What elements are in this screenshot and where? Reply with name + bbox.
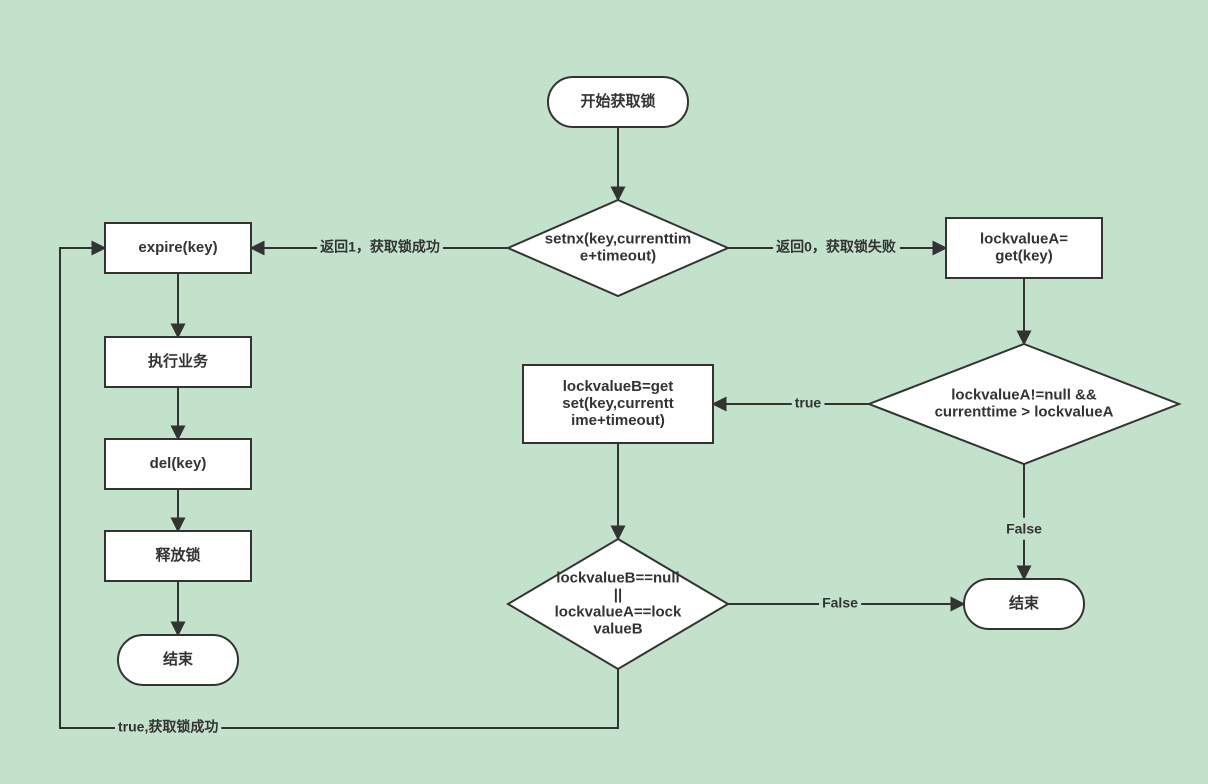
node-end_left: 结束 (118, 635, 238, 685)
edge-label-condB-expire: true,获取锁成功 (118, 719, 218, 735)
node-setnx-text: e+timeout) (580, 247, 656, 264)
node-end_right-text: 结束 (1009, 594, 1040, 612)
node-start-text: 开始获取锁 (580, 92, 655, 110)
node-release: 释放锁 (105, 531, 251, 581)
node-del: del(key) (105, 439, 251, 489)
node-condA-text: currenttime > lockvalueA (935, 403, 1114, 420)
node-condB: lockvalueB==null||lockvalueA==lockvalueB (508, 539, 728, 669)
node-lockA-text: lockvalueA= (980, 230, 1068, 247)
node-expire: expire(key) (105, 223, 251, 273)
node-condA-text: lockvalueA!=null && (951, 386, 1097, 403)
node-condB-text: valueB (593, 620, 642, 637)
node-expire-text: expire(key) (138, 239, 217, 256)
node-biz-text: 执行业务 (148, 352, 209, 370)
node-del-text: del(key) (150, 455, 207, 472)
edge-label-condB-end_right: False (822, 595, 858, 611)
node-getset-text: set(key,currentt (562, 395, 673, 412)
node-start: 开始获取锁 (548, 77, 688, 127)
edge-label-condA-end_right: False (1006, 521, 1042, 537)
node-condB-text: lockvalueB==null (556, 569, 679, 586)
edge-label-condA-getset: true (795, 395, 822, 411)
node-end_right: 结束 (964, 579, 1084, 629)
node-lockA: lockvalueA=get(key) (946, 218, 1102, 278)
node-getset: lockvalueB=getset(key,currenttime+timeou… (523, 365, 713, 443)
edge-label-setnx-expire: 返回1，获取锁成功 (320, 239, 440, 255)
edge-label-setnx-lockA: 返回0，获取锁失败 (776, 239, 897, 255)
node-release-text: 释放锁 (155, 546, 200, 564)
node-condA: lockvalueA!=null &&currenttime > lockval… (869, 344, 1179, 464)
node-condB-text: || (614, 586, 622, 603)
node-setnx: setnx(key,currenttime+timeout) (508, 200, 728, 296)
node-biz: 执行业务 (105, 337, 251, 387)
node-lockA-text: get(key) (995, 247, 1053, 264)
node-getset-text: lockvalueB=get (563, 378, 673, 395)
node-end_left-text: 结束 (163, 650, 194, 668)
node-getset-text: ime+timeout) (571, 412, 665, 429)
node-condB-text: lockvalueA==lock (555, 603, 682, 620)
node-setnx-text: setnx(key,currenttim (545, 230, 691, 247)
